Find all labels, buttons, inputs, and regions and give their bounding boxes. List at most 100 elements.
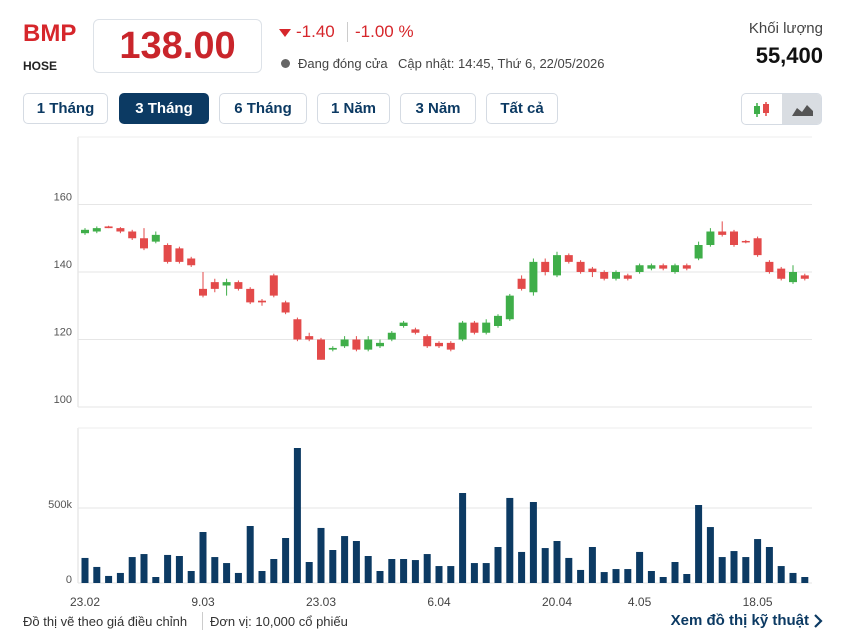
exchange: HOSE [23,59,58,73]
candle-body [399,322,408,326]
range-button[interactable]: Tất cả [486,93,558,124]
volume-bar [234,572,242,583]
candle-body [340,339,349,347]
volume-bar [282,538,290,583]
technical-link[interactable]: Xem đồ thị kỹ thuật [670,612,809,629]
volume-bar [506,497,514,583]
volume-bar [683,574,691,583]
candle-body [553,255,561,276]
volume-bar [541,548,549,583]
chevron[interactable] [813,614,823,628]
candle-body [741,240,750,243]
volume-bar [765,547,773,583]
range-button[interactable]: 3 Năm [400,93,476,124]
candle-body [293,319,302,340]
volume-bar [411,560,419,583]
volume-bar [376,571,384,583]
candle-body [588,268,597,272]
volume-bar [518,551,526,583]
volume-bar [93,566,101,583]
candle-body [730,231,738,245]
y-tick-label: 100 [54,394,72,406]
candle-body [305,336,314,340]
volume-bar [470,563,478,583]
volume-bar [317,527,325,583]
volume-bar [105,575,113,583]
footer-unit: Đơn vị: 10,000 cổ phiếu [210,614,348,629]
candle-body [246,288,255,303]
volume-bar [718,557,726,583]
volume-bar [671,562,679,583]
range-button[interactable]: 1 Năm [317,93,390,124]
volume-bar [400,559,408,583]
volume-bar [329,550,337,583]
y-tick-label: 160 [54,191,72,203]
volume-bar [742,557,750,583]
volume-bar [624,569,632,583]
candle-body [435,342,443,347]
volume-bar [529,502,537,583]
candle-body [151,234,160,242]
candle-body [623,275,632,279]
candle-body [317,339,325,360]
candle-body [269,275,278,296]
volume-bar [636,551,644,583]
candle-body [800,275,809,279]
volume-bar [305,562,313,583]
candle-body [92,228,101,232]
candle-body [564,255,573,262]
chart-type-toggle [741,93,822,125]
candle-body [187,258,196,266]
candle-body [671,265,679,272]
volume-bar [175,556,183,583]
chart-type-icons[interactable] [742,94,822,125]
candle-body [706,231,715,245]
updated: Cập nhật: 14:45, Thứ 6, 22/05/2026 [398,56,605,71]
status: Đang đóng cửa [298,56,388,71]
volume-bar [435,566,443,583]
volume-bar [577,569,585,583]
volume-bar [612,569,620,583]
volume-bar [730,551,738,583]
volume-bar [754,539,762,583]
status-dot [281,59,290,68]
volume-bar [659,577,667,583]
range-button[interactable]: 1 Tháng [23,93,108,124]
candle-body [470,322,479,333]
volume-bar [352,541,360,583]
candle-body [458,322,467,340]
x-tick-label: 20.04 [542,595,572,609]
candle-body [376,342,384,347]
x-tick-label: 18.05 [743,595,773,609]
volume-bar [211,557,219,583]
divider [347,22,348,42]
range-button[interactable]: 6 Tháng [219,93,307,124]
volume-label: Khối lượng [748,20,823,37]
candle-body [765,261,774,272]
candle-body [635,265,644,272]
volume-bar [482,563,490,583]
x-tick-label: 4.05 [628,595,652,609]
candle-body [175,248,184,262]
candle-body [494,315,502,326]
candle-body [446,342,455,350]
x-tick-label: 9.03 [191,595,215,609]
volume-bar [447,566,455,583]
volume-bar [81,557,89,583]
volume-bar [801,577,809,583]
candle-body [364,339,373,350]
candle-body [777,268,786,279]
range-button[interactable]: 3 Tháng [119,93,209,124]
volume-bar [199,532,207,583]
divider [202,612,203,630]
x-tick-label: 23.02 [70,595,100,609]
volume-bar [258,571,266,583]
candle-body [659,265,668,269]
candle-body [163,245,172,262]
y-tick-label: 140 [54,259,72,271]
volume-bar [152,577,160,583]
volume-bar [388,559,396,583]
volume-bar [647,571,655,583]
candle-body [116,228,125,232]
candle-body [753,238,762,256]
